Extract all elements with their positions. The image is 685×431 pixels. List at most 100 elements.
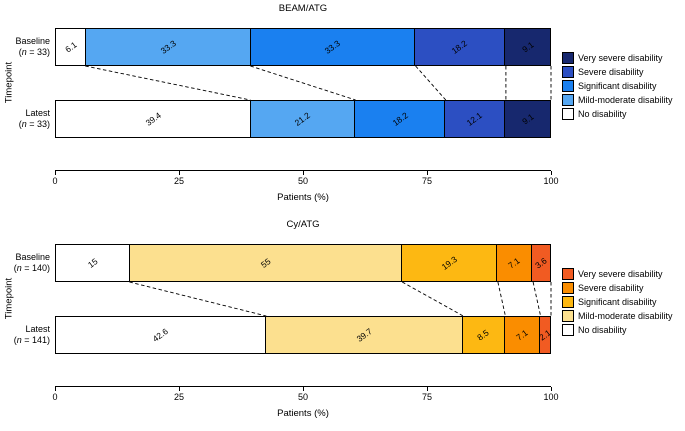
bar-baseline: 15 55 19.3 7.1 3.6	[55, 244, 551, 282]
segment-value-label: 19.3	[439, 254, 459, 272]
legend-item: Mild-moderate disability	[562, 310, 673, 322]
segment-value-label: 18.2	[449, 38, 470, 56]
legend-swatch	[562, 324, 574, 336]
x-axis: 0 25 50 75 100	[52, 170, 559, 192]
legend-label: Significant disability	[578, 81, 657, 91]
chart-title: Cy/ATG	[286, 219, 320, 230]
legend-label: Very severe disability	[578, 269, 663, 279]
legend-item: No disability	[562, 108, 673, 120]
y-tick-label-baseline: Baseline (n = 140)	[13, 252, 50, 273]
y-tick-label-latest: Latest (n = 141)	[13, 324, 50, 345]
segment-no-disability: 39.4	[56, 101, 251, 137]
legend-label: No disability	[578, 109, 627, 119]
legend-item: Severe disability	[562, 66, 673, 78]
segment-value-label: 15	[85, 256, 100, 270]
legend-item: Significant disability	[562, 296, 673, 308]
x-tick	[178, 387, 180, 391]
segment-severe-disability: 7.1	[504, 317, 540, 353]
legend-swatch	[562, 282, 574, 294]
x-axis-label: Patients (%)	[277, 192, 329, 203]
segment-value-label: 7.1	[506, 255, 522, 271]
segment-value-label: 6.1	[62, 39, 79, 55]
segment-value-label: 9.1	[519, 39, 536, 55]
segment-significant-disability: 19.3	[401, 245, 498, 281]
segment-no-disability: 6.1	[56, 29, 87, 65]
connector-lines	[129, 281, 552, 317]
segment-value-label: 33.3	[158, 38, 178, 56]
segment-severe-disability: 7.1	[497, 245, 533, 281]
segment-mild-moderate-disability: 39.7	[266, 317, 463, 353]
legend: Very severe disability Severe disability S…	[562, 268, 673, 338]
segment-severe-disability: 12.1	[445, 101, 506, 137]
chart-beam-atg: BEAM/ATG Timepoint 0 25 50 75 100 6.1 33.3 33.…	[0, 0, 685, 215]
x-tick-label: 50	[297, 176, 309, 186]
bar-latest: 39.4 21.2 18.2 12.1 9.1	[55, 100, 551, 138]
legend-swatch	[562, 310, 574, 322]
segment-value-label: 2.1	[537, 327, 553, 343]
connector-line	[415, 65, 447, 101]
x-axis-line	[55, 386, 551, 387]
x-tick-label: 75	[421, 176, 433, 186]
segment-no-disability: 42.6	[56, 317, 267, 353]
legend-swatch	[562, 66, 574, 78]
segment-very-severe-disability: 3.6	[532, 245, 550, 281]
legend-label: Mild-moderate disability	[578, 311, 673, 321]
connector-line	[129, 281, 267, 317]
legend-swatch	[562, 52, 574, 64]
connector-line	[250, 65, 356, 101]
x-tick	[178, 171, 180, 175]
x-tick-label: 75	[421, 392, 433, 402]
x-tick	[426, 171, 428, 175]
legend-label: Severe disability	[578, 67, 644, 77]
connector-line	[532, 281, 542, 317]
legend-item: Very severe disability	[562, 52, 673, 64]
x-tick-label: 100	[543, 176, 559, 186]
legend-swatch	[562, 94, 574, 106]
x-axis-line	[55, 170, 551, 171]
x-tick	[550, 171, 552, 175]
x-tick-label: 0	[52, 176, 58, 186]
x-axis-label: Patients (%)	[277, 408, 329, 419]
legend-label: Mild-moderate disability	[578, 95, 673, 105]
legend-item: Severe disability	[562, 282, 673, 294]
legend-label: Very severe disability	[578, 53, 663, 63]
plot-area: 0 25 50 75 100 15 55 19.3 7.1 3.6 42.6 39.7 8.5 7.1 2…	[52, 216, 559, 431]
segment-value-label: 21.2	[292, 110, 313, 128]
segment-value-label: 55	[258, 256, 273, 270]
x-tick	[54, 171, 56, 175]
connector-line	[401, 281, 464, 317]
segment-mild-moderate-disability: 55	[130, 245, 402, 281]
connector-lines	[85, 65, 552, 101]
plot-area: 0 25 50 75 100 6.1 33.3 33.3 18.2 9.1 39.4 21.2 18.…	[52, 0, 559, 215]
segment-severe-disability: 18.2	[415, 29, 506, 65]
segment-very-severe-disability: 2.1	[537, 317, 553, 353]
segment-value-label: 12.1	[465, 110, 485, 128]
segment-no-disability: 15	[56, 245, 131, 281]
segment-very-severe-disability: 9.1	[505, 29, 550, 65]
segment-significant-disability: 33.3	[250, 29, 416, 65]
legend-item: No disability	[562, 324, 673, 336]
y-tick-label-baseline: Baseline (n = 33)	[15, 36, 50, 57]
x-tick-label: 50	[297, 392, 309, 402]
segment-value-label: 3.6	[533, 255, 549, 271]
x-tick-label: 25	[173, 392, 185, 402]
x-tick	[302, 387, 304, 391]
x-axis: 0 25 50 75 100	[52, 386, 559, 408]
bar-latest: 42.6 39.7 8.5 7.1 2.1	[55, 316, 553, 354]
segment-mild-moderate-disability: 21.2	[250, 101, 356, 137]
legend-label: No disability	[578, 325, 627, 335]
y-tick-label-latest: Latest (n = 33)	[18, 108, 50, 129]
legend-swatch	[562, 108, 574, 120]
segment-value-label: 8.5	[475, 327, 491, 343]
legend-item: Very severe disability	[562, 268, 673, 280]
segment-value-label: 42.6	[151, 326, 171, 344]
legend-item: Mild-moderate disability	[562, 94, 673, 106]
segment-mild-moderate-disability: 33.3	[86, 29, 251, 65]
legend: Very severe disability Severe disability S…	[562, 52, 673, 122]
bar-baseline: 6.1 33.3 33.3 18.2 9.1	[55, 28, 551, 66]
x-tick-label: 0	[52, 392, 58, 402]
connector-line	[497, 281, 506, 317]
chart-title: BEAM/ATG	[278, 3, 328, 14]
connector-line	[85, 65, 251, 101]
legend-swatch	[562, 80, 574, 92]
